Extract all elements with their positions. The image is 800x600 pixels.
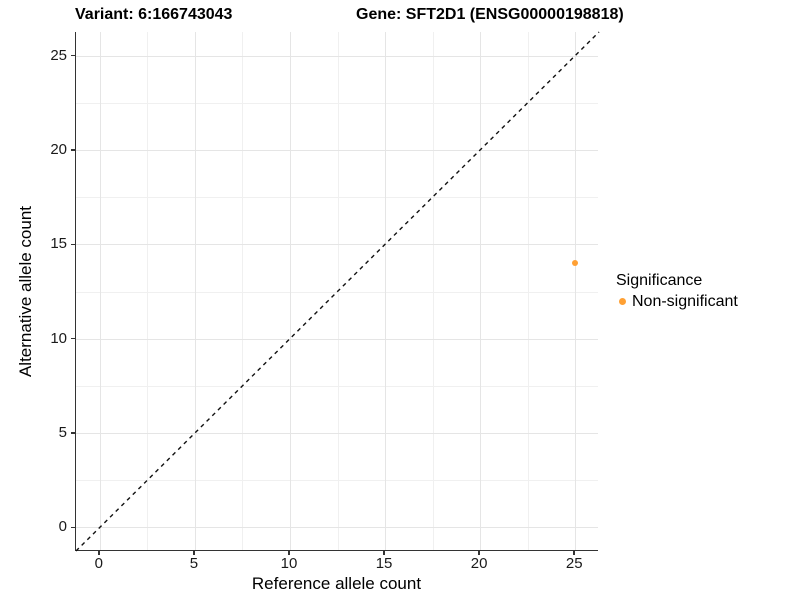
y-axis-tick-label: 15: [50, 235, 67, 253]
major-gridline-horizontal: [76, 527, 598, 529]
minor-gridline-vertical: [242, 32, 244, 550]
major-gridline-vertical: [194, 32, 196, 550]
x-axis-tick-mark: [193, 551, 195, 555]
data-point: [572, 260, 579, 267]
minor-gridline-horizontal: [76, 102, 598, 104]
major-gridline-horizontal: [76, 244, 598, 246]
minor-gridline-horizontal: [76, 291, 598, 293]
x-axis-tick-label: 15: [375, 555, 393, 572]
legend-title: Significance: [616, 272, 703, 289]
legend-dot-icon: [619, 298, 626, 305]
major-gridline-vertical: [480, 32, 482, 550]
x-axis-tick-label: 20: [470, 555, 488, 572]
x-axis-tick-mark: [573, 551, 575, 555]
x-axis-tick-label: 5: [189, 555, 199, 572]
x-axis-tick-label: 0: [94, 555, 103, 572]
minor-gridline-horizontal: [76, 480, 598, 482]
x-axis-tick-mark: [98, 551, 100, 555]
x-axis-tick-label: 10: [280, 555, 298, 572]
minor-gridline-vertical: [147, 32, 149, 550]
y-axis-tick-label: 5: [58, 424, 67, 442]
y-axis-tick-label: 20: [50, 140, 67, 158]
major-gridline-vertical: [575, 32, 577, 550]
minor-gridline-vertical: [432, 32, 434, 550]
x-axis-title: Reference allele count: [251, 574, 422, 593]
legend-item-non-significant: Non-significant: [616, 292, 738, 311]
y-axis-tick-mark: [71, 432, 75, 434]
y-axis-tick-label: 10: [50, 329, 67, 347]
y-axis-tick-mark: [71, 149, 75, 151]
major-gridline-vertical: [289, 32, 291, 550]
y-axis-tick-label: 25: [50, 46, 67, 64]
y-axis-tick-mark: [71, 243, 75, 246]
major-gridline-horizontal: [76, 149, 598, 151]
identity-dashed-line: [75, 31, 600, 552]
x-axis-tick-mark: [478, 551, 480, 555]
major-gridline-horizontal: [76, 433, 598, 435]
y-axis-tick-mark: [71, 54, 75, 57]
major-gridline-vertical: [385, 32, 387, 550]
legend: Significance Non-significant: [616, 271, 738, 311]
plot-title-variant: Variant: 6:166743043: [75, 6, 233, 23]
y-axis-tick-mark: [71, 526, 75, 529]
y-axis-tick-label: 0: [58, 518, 67, 536]
major-gridline-vertical: [99, 32, 101, 550]
y-axis-tick-mark: [71, 337, 75, 340]
plot-title-gene: Gene: SFT2D1 (ENSG00000198818): [356, 6, 624, 23]
minor-gridline-horizontal: [76, 385, 598, 387]
y-axis-title: Alternative allele count: [16, 205, 35, 378]
x-axis-tick-label: 25: [565, 555, 583, 572]
minor-gridline-vertical: [527, 32, 529, 550]
major-gridline-horizontal: [76, 338, 598, 340]
x-axis-tick-mark: [383, 551, 385, 555]
minor-gridline-horizontal: [76, 197, 598, 199]
x-axis-tick-mark: [288, 551, 290, 555]
legend-item-label: Non-significant: [632, 293, 738, 310]
plot-panel: [75, 31, 600, 552]
major-gridline-horizontal: [76, 55, 598, 57]
